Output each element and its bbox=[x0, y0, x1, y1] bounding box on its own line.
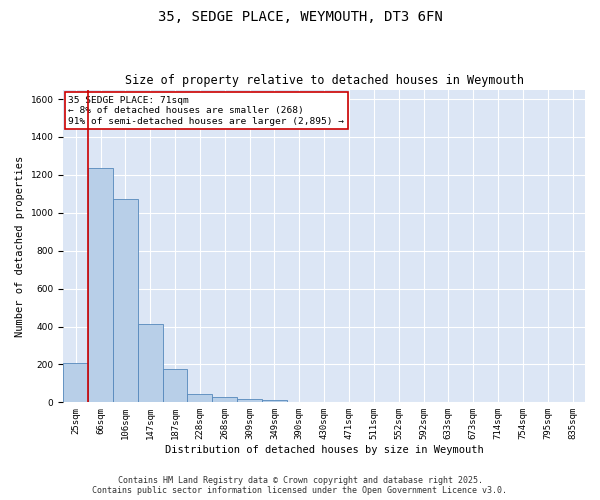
Bar bbox=[212, 397, 237, 402]
Bar bbox=[63, 364, 88, 403]
Bar bbox=[163, 368, 187, 402]
Text: Contains HM Land Registry data © Crown copyright and database right 2025.
Contai: Contains HM Land Registry data © Crown c… bbox=[92, 476, 508, 495]
Text: 35 SEDGE PLACE: 71sqm
← 8% of detached houses are smaller (268)
91% of semi-deta: 35 SEDGE PLACE: 71sqm ← 8% of detached h… bbox=[68, 96, 344, 126]
Title: Size of property relative to detached houses in Weymouth: Size of property relative to detached ho… bbox=[125, 74, 524, 87]
Text: 35, SEDGE PLACE, WEYMOUTH, DT3 6FN: 35, SEDGE PLACE, WEYMOUTH, DT3 6FN bbox=[158, 10, 442, 24]
X-axis label: Distribution of detached houses by size in Weymouth: Distribution of detached houses by size … bbox=[165, 445, 484, 455]
Bar bbox=[187, 394, 212, 402]
Bar bbox=[262, 400, 287, 402]
Bar bbox=[88, 168, 113, 402]
Y-axis label: Number of detached properties: Number of detached properties bbox=[15, 156, 25, 336]
Bar bbox=[138, 324, 163, 402]
Bar bbox=[113, 198, 138, 402]
Bar bbox=[237, 399, 262, 402]
